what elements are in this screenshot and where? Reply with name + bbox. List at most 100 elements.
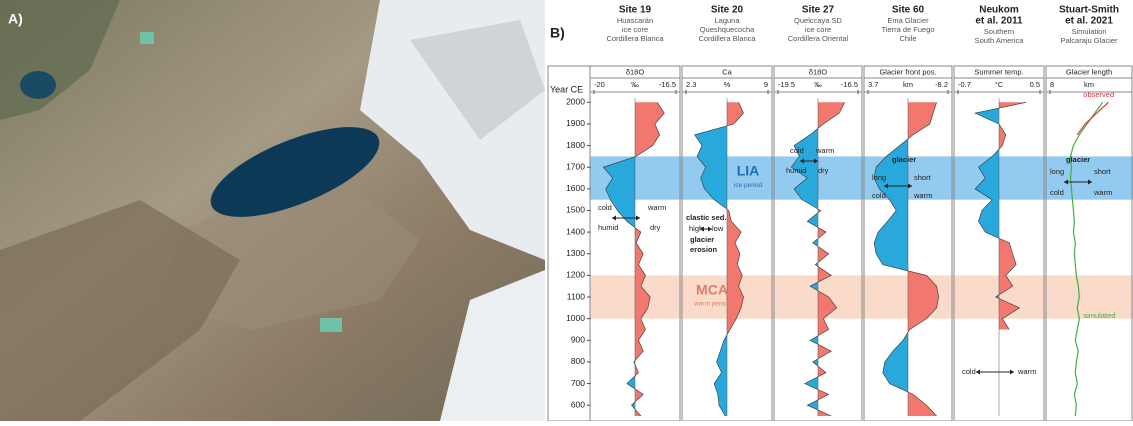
annotation: dry — [818, 166, 829, 175]
panel-frame — [1045, 65, 1133, 422]
series-line — [1069, 101, 1104, 417]
period-note: ice period — [734, 182, 763, 189]
variable-box — [589, 65, 681, 79]
unit-label: °C — [995, 80, 1004, 89]
variable-label: Ca — [722, 67, 732, 76]
panel-label: B) — [550, 25, 565, 41]
x-tick-label: -19.5 — [778, 80, 795, 89]
panel-title: Site 20 — [711, 5, 744, 16]
x-tick-label: 9 — [764, 80, 768, 89]
y-tick-label: 1800 — [566, 140, 585, 150]
unit-label: % — [724, 80, 731, 89]
panel-subtitle: South America — [975, 36, 1025, 45]
panel-label: A) — [8, 11, 23, 27]
panel-subtitle: Laguna — [714, 16, 740, 25]
panel-subtitle: Tierra de Fuego — [881, 25, 934, 34]
area-fill — [791, 102, 818, 416]
y-tick-label: 1400 — [566, 226, 585, 236]
area-fill — [694, 102, 727, 416]
annotation: erosion — [690, 245, 718, 254]
annotation: humid — [598, 223, 618, 232]
variable-label: δ18O — [626, 67, 645, 76]
y-tick-label: 1300 — [566, 248, 585, 258]
y-tick-label: 900 — [571, 335, 585, 345]
annotation: glacier — [1066, 155, 1090, 164]
area-outline — [974, 102, 1027, 330]
annotation: long — [872, 173, 886, 182]
x-tick-label: -8.2 — [935, 80, 948, 89]
annotation: cold — [598, 203, 612, 212]
period-label: LIA — [737, 163, 760, 179]
satellite-image: A) — [0, 0, 545, 421]
panel-title: Neukom — [979, 5, 1019, 16]
annotation: glacier — [892, 155, 916, 164]
annotation: cold — [872, 191, 886, 200]
annotation: cold — [1050, 188, 1064, 197]
panel-title: Stuart-Smith — [1059, 5, 1119, 16]
y-tick-label: 1500 — [566, 205, 585, 215]
annotation: warm — [913, 191, 932, 200]
variable-box — [1045, 65, 1133, 79]
arrow-head — [800, 158, 818, 164]
area-outline — [694, 102, 744, 417]
annotation: clastic sed. — [686, 213, 726, 222]
annotation: dry — [650, 223, 661, 232]
panel-subtitle: Southern — [984, 27, 1014, 36]
area-fill — [874, 102, 908, 416]
period-note: warm period — [693, 301, 730, 308]
panel-subtitle: Palcaraju Glacier — [1060, 36, 1118, 45]
panel-subtitle: Chile — [899, 34, 916, 43]
unit-label: ‰ — [814, 80, 822, 89]
x-tick-label: -16.5 — [659, 80, 676, 89]
arrow-head — [700, 226, 712, 232]
panel-subtitle: Ema Glacier — [887, 16, 929, 25]
annotation: short — [914, 173, 932, 182]
area-fill — [999, 102, 1027, 330]
panel-subtitle: Huascarán — [617, 16, 653, 25]
chart-panels: Year CE 2000 1900 1800 1700 1600 1500 1400 1300 1… — [547, 5, 1133, 422]
panel-subtitle: Cordillera Blanca — [698, 34, 756, 43]
panel-title: Site 27 — [802, 5, 835, 16]
x-tick-label: 0.5 — [1030, 80, 1040, 89]
panel-subtitle: ice core — [622, 25, 648, 34]
area-outline — [873, 102, 939, 417]
series-label: observed — [1083, 90, 1114, 99]
panel-subtitle: Simulation — [1071, 27, 1106, 36]
variable-label: Glacier front pos. — [879, 67, 936, 76]
y-tick-label: 800 — [571, 356, 585, 366]
x-tick-label: 8 — [1050, 80, 1054, 89]
series-line — [1076, 101, 1109, 136]
series-label: simulated — [1083, 311, 1115, 320]
annotation: cold — [790, 146, 804, 155]
unit-label: km — [1084, 80, 1094, 89]
panel-subtitle: ice core — [805, 25, 831, 34]
panel-title: Site 19 — [619, 5, 652, 16]
variable-box — [773, 65, 863, 79]
y-tick-label: 1100 — [567, 291, 586, 301]
area-fill — [908, 102, 939, 416]
y-tick-label: 600 — [571, 399, 585, 409]
area-fill — [603, 102, 635, 416]
panel-title: et al. 2011 — [975, 16, 1023, 27]
annotation: warm — [815, 146, 834, 155]
y-tick-label: 1700 — [566, 161, 585, 171]
annotation: long — [1050, 167, 1064, 176]
annotation: cold — [962, 367, 976, 376]
area-outline — [602, 102, 665, 417]
panel-subtitle: Cordillera Blanca — [606, 34, 664, 43]
annotation: warm — [647, 203, 666, 212]
variable-box — [681, 65, 773, 79]
y-tick-label: 1600 — [566, 183, 585, 193]
y-tick-label: 2000 — [566, 97, 585, 107]
annotation: glacier — [690, 235, 714, 244]
area-fill — [727, 102, 744, 416]
x-tick-label: 2.3 — [686, 80, 696, 89]
y-tick-label: 1000 — [566, 313, 585, 323]
x-tick-label: -16.5 — [841, 80, 858, 89]
variable-box — [953, 65, 1045, 79]
x-tick-label: -0.7 — [958, 80, 971, 89]
area-fill — [635, 102, 665, 416]
year-axis-title: Year CE — [550, 84, 583, 94]
annotation: low — [712, 224, 724, 233]
